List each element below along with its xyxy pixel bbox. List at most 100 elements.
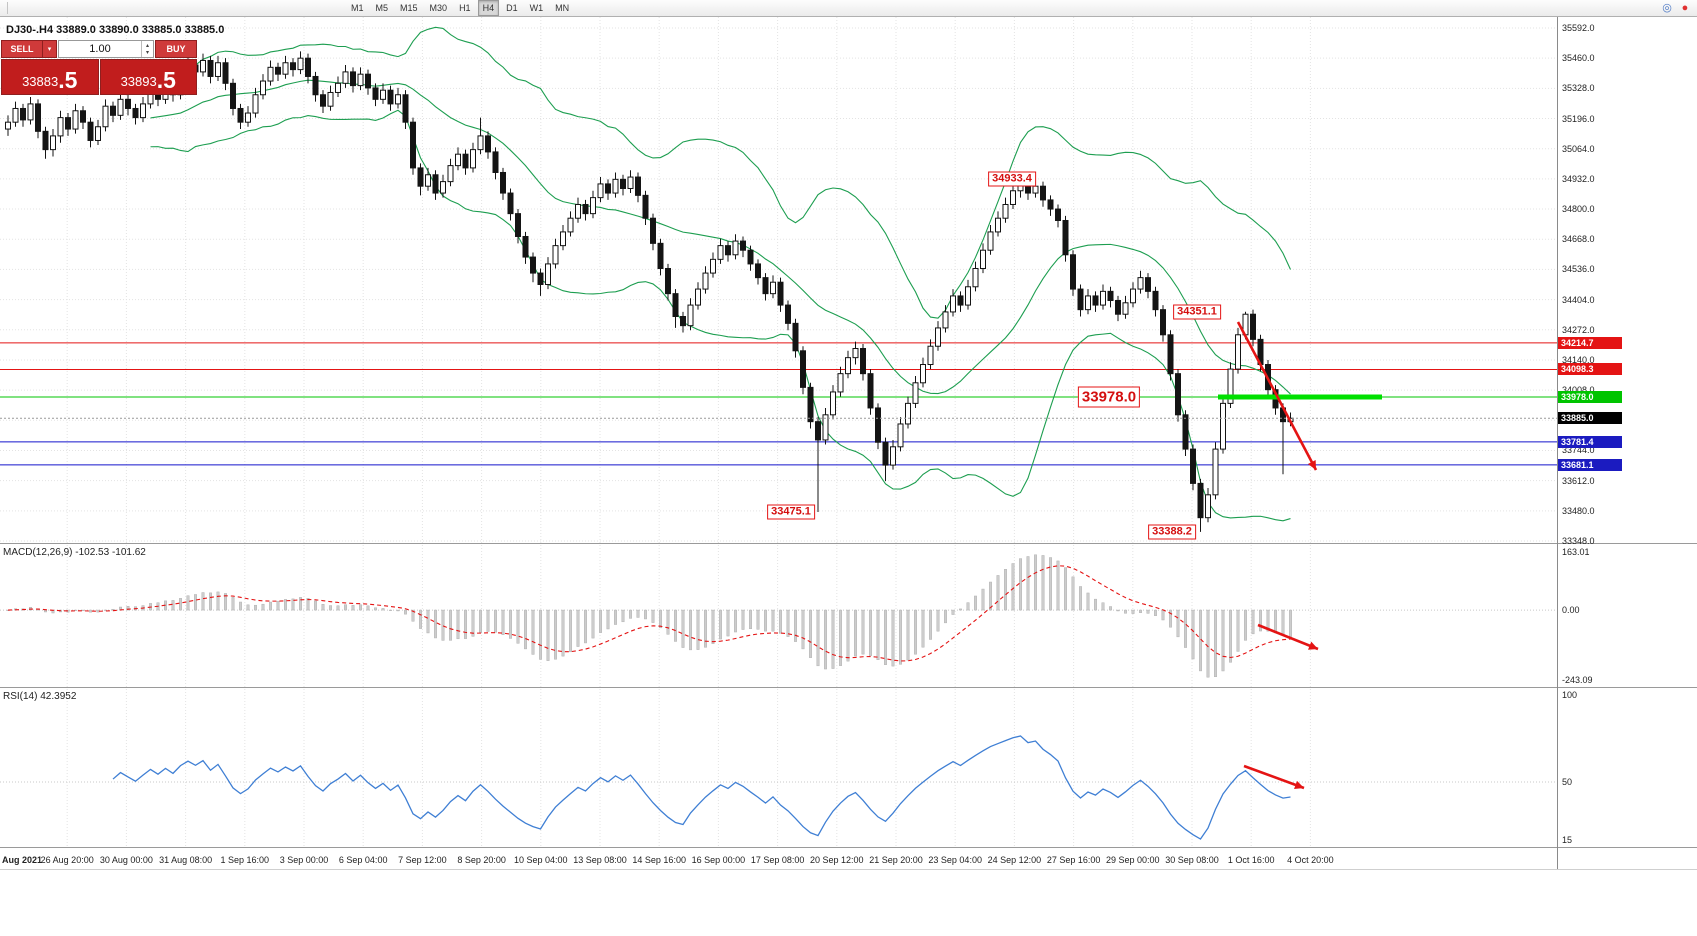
- price-scale-label: 35592.0: [1562, 23, 1595, 33]
- toolbar-separator: [7, 2, 8, 14]
- buy-price-panel[interactable]: 33893 .5: [99, 59, 197, 95]
- time-axis-label: 20 Sep 12:00: [810, 855, 864, 865]
- toolbar: ▦▾⊟⊞新订单≡◫◉▣▶自动交易⇅▍▮≈⊕⊖▤✚▾◔▾▥▾↖✛―|∕⋰≡AT↗▾…: [0, 0, 1697, 60]
- time-axis-label: 30 Aug 00:00: [99, 855, 153, 865]
- indicators-caret[interactable]: ▾: [148, 0, 164, 2]
- main-price-chart[interactable]: [0, 17, 1557, 543]
- timeframe-m5-button[interactable]: M5: [375, 3, 389, 13]
- rsi-indicator-label: RSI(14) 42.3952: [3, 691, 77, 702]
- time-axis-label: 3 Sep 00:00: [279, 855, 329, 865]
- buy-button[interactable]: BUY: [155, 40, 197, 58]
- price-scale-label: 33744.0: [1562, 445, 1595, 456]
- price-annotation-label[interactable]: 34351.1: [1173, 304, 1221, 320]
- price-scale-label: 35328.0: [1562, 83, 1595, 94]
- one-click-trading-panel: SELL ▾ 1.00 ▴ ▾ BUY 33883 .5 33893: [1, 40, 197, 95]
- timeframe-group: M1 M5 M15 M30 H1 H4 D1 W1 MN: [345, 0, 575, 16]
- price-scale-label: 34404.0: [1562, 294, 1595, 305]
- price-annotation-label[interactable]: 33978.0: [1077, 386, 1141, 408]
- zoom-in-button[interactable]: ⊕: [76, 0, 92, 2]
- timeframe-m1-button[interactable]: M1: [351, 3, 364, 13]
- timeframe-m15-button[interactable]: M15: [400, 3, 418, 13]
- time-axis-label: 14 Sep 16:00: [632, 855, 686, 865]
- spinner-down-icon[interactable]: ▾: [145, 50, 149, 56]
- price-scale-label: 35196.0: [1562, 113, 1595, 124]
- price-scale-label: 34932.0: [1562, 173, 1595, 184]
- price-level-badge: 33681.1: [1558, 458, 1622, 471]
- chart-area: DJ30-.H4 33889.0 33890.0 33885.0 33885.0…: [0, 17, 1697, 936]
- volume-value: 1.00: [89, 43, 111, 55]
- sell-button[interactable]: SELL: [1, 40, 43, 58]
- zoom-out-button[interactable]: ⊖: [94, 0, 110, 2]
- price-scale-label: 34668.0: [1562, 234, 1595, 245]
- price-annotation-label[interactable]: 33475.1: [767, 504, 815, 520]
- price-scale-label: 33480.0: [1562, 505, 1595, 516]
- bollinger-band-line: [150, 26, 1291, 319]
- price-level-badge: 34214.7: [1558, 336, 1622, 349]
- price-scale-label: 33612.0: [1562, 475, 1595, 486]
- price-annotation-label[interactable]: 34933.4: [988, 171, 1036, 187]
- time-axis-label: 31 Aug 08:00: [159, 855, 213, 865]
- connection-status-icon[interactable]: ●: [1681, 1, 1689, 14]
- trend-arrow[interactable]: [1257, 623, 1319, 651]
- candlestick-chart-button[interactable]: ▮: [40, 0, 56, 2]
- line-chart-button[interactable]: ≈: [58, 0, 74, 2]
- macd-panel[interactable]: [0, 545, 1557, 687]
- trade-settings-caret-icon[interactable]: ▾: [43, 40, 57, 58]
- time-axis-label: 29 Sep 00:00: [1106, 855, 1160, 865]
- periods-button[interactable]: ◔: [166, 0, 182, 2]
- time-axis-label: 10 Sep 04:00: [514, 855, 568, 865]
- time-axis-label: 24 Sep 12:00: [987, 855, 1042, 865]
- timeframe-w1-button[interactable]: W1: [529, 3, 544, 13]
- macd-signal-line: [7, 565, 1291, 662]
- timeframe-h4-button[interactable]: H4: [477, 0, 500, 16]
- time-axis-label: 16 Sep 00:00: [691, 855, 746, 865]
- sell-price-main: 33883: [22, 74, 59, 89]
- time-axis-label: 6 Sep 04:00: [338, 855, 388, 865]
- volume-input[interactable]: 1.00 ▴ ▾: [58, 40, 154, 58]
- time-axis-label: 26 Aug 20:00: [40, 855, 94, 865]
- periods-caret[interactable]: ▾: [184, 0, 200, 2]
- sell-price-frac: .5: [58, 67, 78, 93]
- time-axis-label: 30 Sep 08:00: [1165, 855, 1219, 865]
- spinner-up-icon[interactable]: ▴: [145, 43, 149, 49]
- timeframe-m30-button[interactable]: M30: [429, 3, 448, 13]
- time-axis-label: 1 Oct 16:00: [1227, 855, 1275, 865]
- price-level-badge: 33781.4: [1558, 435, 1622, 448]
- sell-price-panel[interactable]: 33883 .5: [1, 59, 99, 95]
- price-level-badge: 34098.3: [1558, 363, 1622, 376]
- time-axis-label: 27 Sep 16:00: [1046, 855, 1101, 865]
- price-scale-label: 34140.0: [1562, 354, 1595, 365]
- search-icon[interactable]: ◎: [1662, 1, 1672, 14]
- timeframe-mn-button[interactable]: MN: [555, 3, 570, 13]
- indicators-button[interactable]: ✚: [130, 0, 146, 2]
- time-axis-label: 8 Sep 20:00: [457, 855, 506, 865]
- trend-arrow[interactable]: [1243, 764, 1305, 790]
- time-axis-label: Aug 2021: [2, 855, 43, 865]
- timeframe-h1-button[interactable]: H1: [459, 3, 471, 13]
- price-scale-label: 35064.0: [1562, 143, 1595, 154]
- templates-caret[interactable]: ▾: [220, 0, 236, 2]
- time-axis-label: 7 Sep 12:00: [398, 855, 447, 865]
- price-scale-label: 34800.0: [1562, 204, 1595, 215]
- bar-chart-button[interactable]: ▍: [22, 0, 38, 2]
- macd-scale-label: 163.01: [1562, 547, 1590, 557]
- candles: [5, 51, 1294, 532]
- price-scale-label: 34272.0: [1562, 324, 1595, 335]
- rsi-panel[interactable]: [0, 689, 1557, 847]
- rsi-scale-label: 15: [1562, 835, 1573, 845]
- volume-spinner[interactable]: ▴ ▾: [141, 41, 153, 57]
- current-price-badge: 33885.0: [1558, 412, 1622, 425]
- chart-ohlc-title: DJ30-.H4 33889.0 33890.0 33885.0 33885.0: [6, 24, 225, 36]
- sort-button[interactable]: ⇅: [4, 0, 20, 2]
- templates-button[interactable]: ▥: [202, 0, 218, 2]
- trend-arrow[interactable]: [1236, 321, 1318, 471]
- macd-scale-label: 0.00: [1562, 605, 1580, 616]
- time-axis-label: 1 Sep 16:00: [220, 855, 270, 865]
- tile-windows-button[interactable]: ▤: [112, 0, 128, 2]
- price-annotation-label[interactable]: 33388.2: [1148, 524, 1196, 540]
- macd-indicator-label: MACD(12,26,9) -102.53 -101.62: [3, 547, 146, 558]
- toolbar-right-group: ◎ ●: [1658, 1, 1694, 16]
- timeframe-d1-button[interactable]: D1: [506, 3, 518, 13]
- price-scale-label: 34536.0: [1562, 264, 1595, 275]
